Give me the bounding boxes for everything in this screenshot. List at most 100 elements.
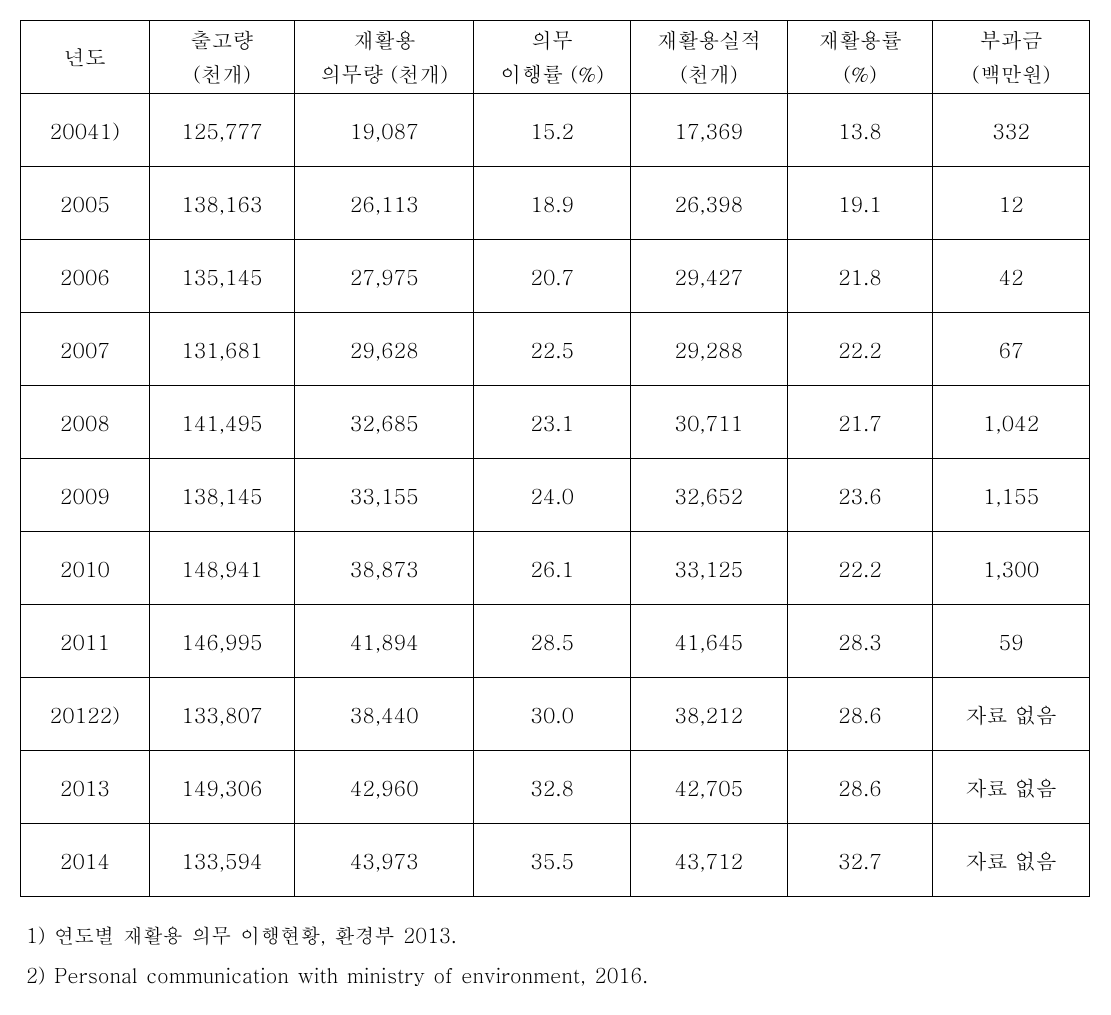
cell-rate: 22.2 (787, 313, 933, 386)
cell-charge: 332 (933, 94, 1090, 167)
cell-obligation: 38,873 (295, 532, 474, 605)
cell-output: 148,941 (149, 532, 295, 605)
cell-obligation: 29,628 (295, 313, 474, 386)
header-charge: 부과금 (백만원) (933, 21, 1090, 94)
cell-compliance: 32.8 (474, 751, 631, 824)
cell-performance: 33,125 (631, 532, 788, 605)
cell-obligation: 33,155 (295, 459, 474, 532)
header-obligation-line2: 의무량 (천개) (295, 57, 473, 91)
cell-performance: 29,288 (631, 313, 788, 386)
cell-output: 146,995 (149, 605, 295, 678)
cell-year: 2007 (21, 313, 150, 386)
table-row: 20041) 125,777 19,087 15.2 17,369 13.8 3… (21, 94, 1090, 167)
table-body: 20041) 125,777 19,087 15.2 17,369 13.8 3… (21, 94, 1090, 897)
cell-rate: 21.8 (787, 240, 933, 313)
cell-year: 2014 (21, 824, 150, 897)
cell-charge: 59 (933, 605, 1090, 678)
header-output-line1: 출고량 (150, 23, 295, 57)
cell-rate: 28.3 (787, 605, 933, 678)
header-compliance-line1: 의무 (474, 23, 630, 57)
header-year: 년도 (21, 21, 150, 94)
cell-output: 133,807 (149, 678, 295, 751)
cell-compliance: 35.5 (474, 824, 631, 897)
header-charge-line2: (백만원) (933, 57, 1089, 91)
table-row: 2014 133,594 43,973 35.5 43,712 32.7 자료 … (21, 824, 1090, 897)
footnotes-container: 1) 연도별 재활용 의무 이행현황, 환경부 2013. 2) Persona… (20, 915, 1090, 995)
cell-year: 2010 (21, 532, 150, 605)
cell-year: 2005 (21, 167, 150, 240)
cell-obligation: 27,975 (295, 240, 474, 313)
cell-obligation: 41,894 (295, 605, 474, 678)
cell-charge: 1,300 (933, 532, 1090, 605)
cell-performance: 38,212 (631, 678, 788, 751)
cell-compliance: 24.0 (474, 459, 631, 532)
header-obligation-line1: 재활용 (295, 23, 473, 57)
cell-performance: 43,712 (631, 824, 788, 897)
cell-performance: 30,711 (631, 386, 788, 459)
cell-output: 133,594 (149, 824, 295, 897)
cell-obligation: 26,113 (295, 167, 474, 240)
footnote-1: 1) 연도별 재활용 의무 이행현황, 환경부 2013. (26, 915, 1090, 955)
header-obligation: 재활용 의무량 (천개) (295, 21, 474, 94)
cell-charge: 1,042 (933, 386, 1090, 459)
cell-rate: 13.8 (787, 94, 933, 167)
header-year-line1: 년도 (21, 40, 149, 74)
cell-year: 20041) (21, 94, 150, 167)
header-output-line2: (천개) (150, 57, 295, 91)
table-row: 2005 138,163 26,113 18.9 26,398 19.1 12 (21, 167, 1090, 240)
cell-rate: 19.1 (787, 167, 933, 240)
cell-output: 138,163 (149, 167, 295, 240)
cell-rate: 22.2 (787, 532, 933, 605)
header-output: 출고량 (천개) (149, 21, 295, 94)
header-rate-line1: 재활용률 (788, 23, 933, 57)
cell-year: 20122) (21, 678, 150, 751)
cell-output: 131,681 (149, 313, 295, 386)
cell-compliance: 18.9 (474, 167, 631, 240)
header-performance-line2: (천개) (631, 57, 787, 91)
cell-performance: 26,398 (631, 167, 788, 240)
cell-compliance: 30.0 (474, 678, 631, 751)
cell-charge: 자료 없음 (933, 678, 1090, 751)
table-row: 2011 146,995 41,894 28.5 41,645 28.3 59 (21, 605, 1090, 678)
table-row: 2009 138,145 33,155 24.0 32,652 23.6 1,1… (21, 459, 1090, 532)
cell-charge: 자료 없음 (933, 824, 1090, 897)
header-compliance-line2: 이행률 (%) (474, 57, 630, 91)
cell-output: 135,145 (149, 240, 295, 313)
table-row: 2013 149,306 42,960 32.8 42,705 28.6 자료 … (21, 751, 1090, 824)
cell-obligation: 43,973 (295, 824, 474, 897)
table-row: 2010 148,941 38,873 26.1 33,125 22.2 1,3… (21, 532, 1090, 605)
table-row: 2006 135,145 27,975 20.7 29,427 21.8 42 (21, 240, 1090, 313)
cell-compliance: 26.1 (474, 532, 631, 605)
cell-rate: 21.7 (787, 386, 933, 459)
header-compliance: 의무 이행률 (%) (474, 21, 631, 94)
cell-obligation: 38,440 (295, 678, 474, 751)
cell-rate: 28.6 (787, 678, 933, 751)
cell-year: 2011 (21, 605, 150, 678)
cell-compliance: 23.1 (474, 386, 631, 459)
cell-charge: 12 (933, 167, 1090, 240)
cell-performance: 17,369 (631, 94, 788, 167)
cell-output: 125,777 (149, 94, 295, 167)
cell-charge: 42 (933, 240, 1090, 313)
cell-rate: 32.7 (787, 824, 933, 897)
header-performance-line1: 재활용실적 (631, 23, 787, 57)
cell-output: 141,495 (149, 386, 295, 459)
cell-year: 2013 (21, 751, 150, 824)
cell-rate: 28.6 (787, 751, 933, 824)
recycling-data-table: 년도 출고량 (천개) 재활용 의무량 (천개) 의무 이행률 (%) 재활용실… (20, 20, 1090, 897)
table-container: 년도 출고량 (천개) 재활용 의무량 (천개) 의무 이행률 (%) 재활용실… (20, 20, 1090, 995)
cell-charge: 67 (933, 313, 1090, 386)
cell-performance: 29,427 (631, 240, 788, 313)
cell-obligation: 42,960 (295, 751, 474, 824)
cell-compliance: 28.5 (474, 605, 631, 678)
cell-compliance: 22.5 (474, 313, 631, 386)
table-row: 20122) 133,807 38,440 30.0 38,212 28.6 자… (21, 678, 1090, 751)
header-rate: 재활용률 (%) (787, 21, 933, 94)
cell-compliance: 15.2 (474, 94, 631, 167)
header-charge-line1: 부과금 (933, 23, 1089, 57)
cell-charge: 자료 없음 (933, 751, 1090, 824)
cell-obligation: 32,685 (295, 386, 474, 459)
cell-output: 138,145 (149, 459, 295, 532)
cell-year: 2009 (21, 459, 150, 532)
cell-obligation: 19,087 (295, 94, 474, 167)
